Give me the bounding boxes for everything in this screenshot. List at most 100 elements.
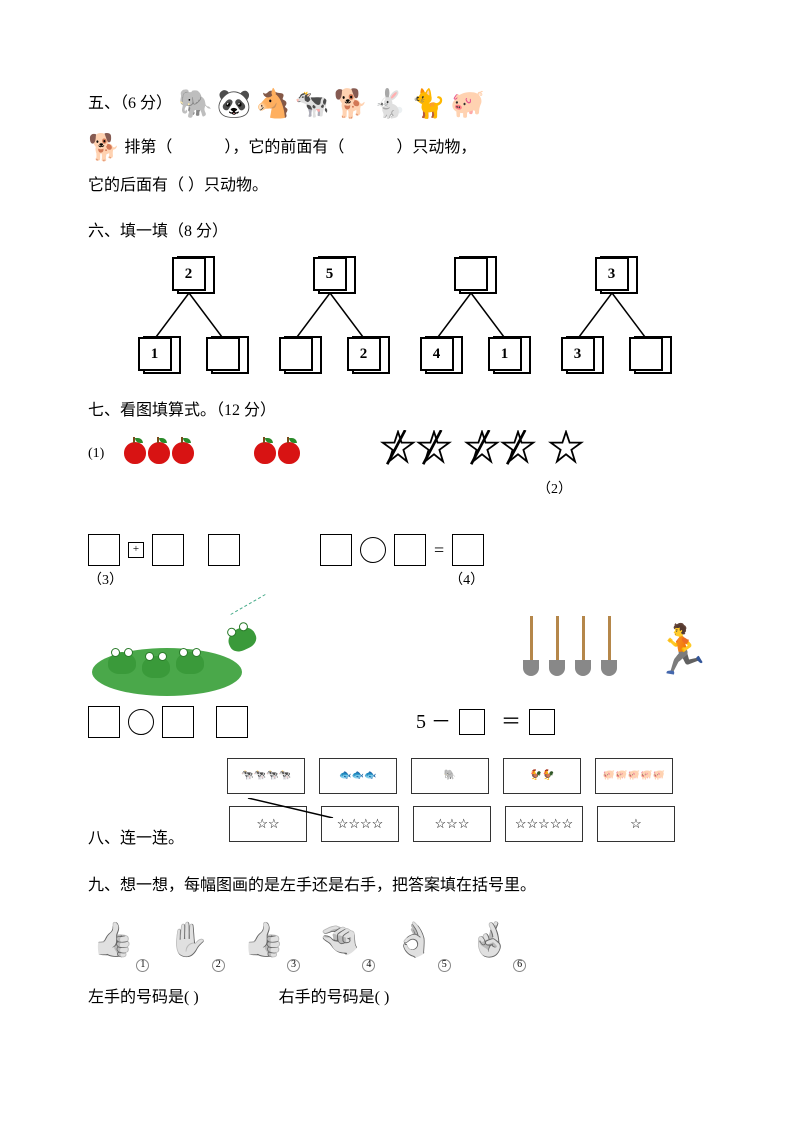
right-hand-answer[interactable]: 右手的号码是( ) xyxy=(279,984,390,1013)
answer-box[interactable] xyxy=(216,706,248,738)
match-animal-box[interactable]: 🐖🐖🐖🐖🐖 xyxy=(595,758,673,794)
hand-item: 🤞6 xyxy=(469,910,526,971)
hand-number: 1 xyxy=(136,959,149,972)
bond-top[interactable]: 5 xyxy=(313,257,347,291)
hand-item: 👍3 xyxy=(243,910,300,971)
boy-icon: 🏃 xyxy=(652,608,712,694)
crossed-star-icon xyxy=(416,430,452,477)
animal-icon: 🐘 xyxy=(178,91,213,119)
bond-right[interactable] xyxy=(206,337,240,371)
bond-right[interactable]: 1 xyxy=(488,337,522,371)
left-hand-answer[interactable]: 左手的号码是( ) xyxy=(88,984,199,1013)
bond-left[interactable]: 4 xyxy=(420,337,454,371)
answer-box[interactable] xyxy=(208,534,240,566)
animal-icon: 🐖 xyxy=(450,91,485,119)
answer-box[interactable] xyxy=(394,534,426,566)
hand-icon: 👍 xyxy=(243,910,285,971)
hand-number: 6 xyxy=(513,959,526,972)
apples-group-2 xyxy=(254,442,300,464)
shovel-icon xyxy=(600,616,618,676)
match-star-box[interactable]: ☆☆☆☆☆ xyxy=(505,806,583,842)
operator-box[interactable] xyxy=(128,709,154,735)
bond-top[interactable]: 2 xyxy=(172,257,206,291)
match-star-box[interactable]: ☆ xyxy=(597,806,675,842)
crossed-star-icon xyxy=(464,430,500,477)
q7-num3: （3） xyxy=(88,568,240,593)
animal-icon: 🐴 xyxy=(256,91,291,119)
apple-icon xyxy=(124,442,146,464)
match-animal-box[interactable]: 🐄🐄🐄🐄 xyxy=(227,758,305,794)
apple-icon xyxy=(254,442,276,464)
number-bond: 5 2 xyxy=(275,257,385,377)
hand-number: 4 xyxy=(362,959,375,972)
animal-icon: 🐼 xyxy=(217,91,252,119)
hand-number: 3 xyxy=(287,959,300,972)
q5-line1: 排第（ ），它的前面有（ ）只动物， xyxy=(124,139,476,156)
hand-item: 👍1 xyxy=(92,910,149,971)
question-9: 九、想一想，每幅图画的是左手还是右手，把答案填在括号里。 👍1✋2👍3🤏4👌5🤞… xyxy=(88,872,712,1013)
hand-icon: ✋ xyxy=(167,910,209,971)
q8-header: 八、连一连。 xyxy=(88,825,184,854)
match-animal-box[interactable]: 🐓🐓 xyxy=(503,758,581,794)
apple-icon xyxy=(148,442,170,464)
answer-box[interactable] xyxy=(529,709,555,735)
match-star-box[interactable]: ☆☆☆☆ xyxy=(321,806,399,842)
crossed-star-icon xyxy=(380,430,416,477)
q7-header: 七、看图填算式。（12 分） xyxy=(88,397,276,426)
frog-scene xyxy=(88,600,278,700)
plus-op: + xyxy=(128,542,144,558)
q5-header: 五、（6 分） xyxy=(88,90,172,119)
match-star-box[interactable]: ☆☆☆ xyxy=(413,806,491,842)
q9-header: 九、想一想，每幅图画的是左手还是右手，把答案填在括号里。 xyxy=(88,872,712,901)
boy-scene: 🏃 xyxy=(512,600,712,700)
answer-box[interactable] xyxy=(88,706,120,738)
q6-header: 六、填一填（8 分） xyxy=(88,218,712,247)
star-icon xyxy=(548,430,584,477)
stars-group xyxy=(380,430,584,477)
hand-item: 🤏4 xyxy=(318,910,375,971)
hand-item: ✋2 xyxy=(167,910,224,971)
bond-left[interactable]: 3 xyxy=(561,337,595,371)
number-bond: 2 1 xyxy=(134,257,244,377)
answer-box[interactable] xyxy=(459,709,485,735)
answer-box[interactable] xyxy=(152,534,184,566)
answer-box[interactable] xyxy=(162,706,194,738)
hand-item: 👌5 xyxy=(393,910,450,971)
hand-number: 5 xyxy=(438,959,451,972)
answer-box[interactable] xyxy=(88,534,120,566)
match-star-box[interactable]: ☆☆ xyxy=(229,806,307,842)
operator-box[interactable] xyxy=(360,537,386,563)
q7-num2: （2） xyxy=(537,477,572,502)
bond-top[interactable] xyxy=(454,257,488,291)
equation-4: 5 － ＝ xyxy=(408,704,555,740)
bond-right[interactable]: 2 xyxy=(347,337,381,371)
hand-icon: 👌 xyxy=(393,910,435,971)
equation-2: = xyxy=(320,534,484,566)
animal-icon: 🐈 xyxy=(411,91,446,119)
hand-icon: 🤏 xyxy=(318,910,360,971)
bond-right[interactable] xyxy=(629,337,663,371)
shovel-icon xyxy=(548,616,566,676)
bond-top[interactable]: 3 xyxy=(595,257,629,291)
hand-number: 2 xyxy=(212,959,225,972)
question-8: 🐄🐄🐄🐄🐟🐟🐟🐘🐓🐓🐖🐖🐖🐖🐖 八、连一连。 ☆☆☆☆☆☆☆☆☆☆☆☆☆☆☆ xyxy=(88,758,712,854)
animal-icon: 🐇 xyxy=(372,91,407,119)
match-bottom-row: ☆☆☆☆☆☆☆☆☆☆☆☆☆☆☆ xyxy=(192,806,712,842)
bond-left[interactable] xyxy=(279,337,313,371)
animal-icon: 🐕 xyxy=(334,91,369,119)
number-bond: 4 1 xyxy=(416,257,526,377)
equation-1: + xyxy=(88,534,240,566)
answer-box[interactable] xyxy=(320,534,352,566)
apple-icon xyxy=(172,442,194,464)
answer-box[interactable] xyxy=(452,534,484,566)
apples-group-1 xyxy=(124,442,194,464)
match-top-row: 🐄🐄🐄🐄 🐟🐟🐟 🐘 🐓🐓 🐖🐖🐖🐖🐖 xyxy=(188,758,712,794)
bond-left[interactable]: 1 xyxy=(138,337,172,371)
match-animal-box[interactable]: 🐟🐟🐟 xyxy=(319,758,397,794)
question-6: 六、填一填（8 分） 2 1 5 2 4 1 3 3 xyxy=(88,218,712,377)
question-5: 五、（6 分） 🐘🐼🐴🐄🐕🐇🐈🐖 🐕 排第（ ），它的前面有（ ）只动物， 它的… xyxy=(88,90,712,200)
animal-icon: 🐄 xyxy=(295,91,330,119)
question-7: 七、看图填算式。（12 分） (1) （2） + （3） = xyxy=(88,397,712,739)
match-animal-box[interactable]: 🐘 xyxy=(411,758,489,794)
hand-icon: 🤞 xyxy=(469,910,511,971)
